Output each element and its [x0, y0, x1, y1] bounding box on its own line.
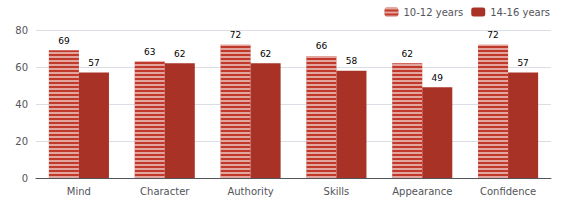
svg-text:80: 80 [15, 25, 28, 36]
svg-text:72: 72 [487, 30, 498, 40]
svg-text:Mind: Mind [67, 186, 91, 197]
svg-text:60: 60 [15, 62, 28, 73]
svg-text:Skills: Skills [324, 186, 350, 197]
svg-text:Confidence: Confidence [480, 186, 536, 197]
svg-text:62: 62 [174, 49, 185, 59]
svg-text:63: 63 [144, 47, 155, 57]
svg-text:66: 66 [316, 41, 328, 51]
svg-text:Appearance: Appearance [392, 186, 452, 197]
svg-text:10-12 years: 10-12 years [403, 7, 463, 18]
svg-text:49: 49 [432, 73, 444, 83]
svg-text:72: 72 [230, 30, 241, 40]
svg-text:20: 20 [15, 136, 28, 147]
svg-text:40: 40 [15, 99, 28, 110]
svg-text:57: 57 [88, 58, 99, 68]
svg-text:Authority: Authority [227, 186, 273, 197]
svg-text:69: 69 [58, 36, 70, 46]
svg-text:58: 58 [346, 56, 358, 66]
svg-text:Character: Character [140, 186, 190, 197]
svg-text:0: 0 [22, 173, 28, 184]
svg-text:14-16 years: 14-16 years [490, 7, 550, 18]
svg-text:62: 62 [402, 49, 413, 59]
svg-text:62: 62 [260, 49, 271, 59]
svg-text:57: 57 [517, 58, 528, 68]
